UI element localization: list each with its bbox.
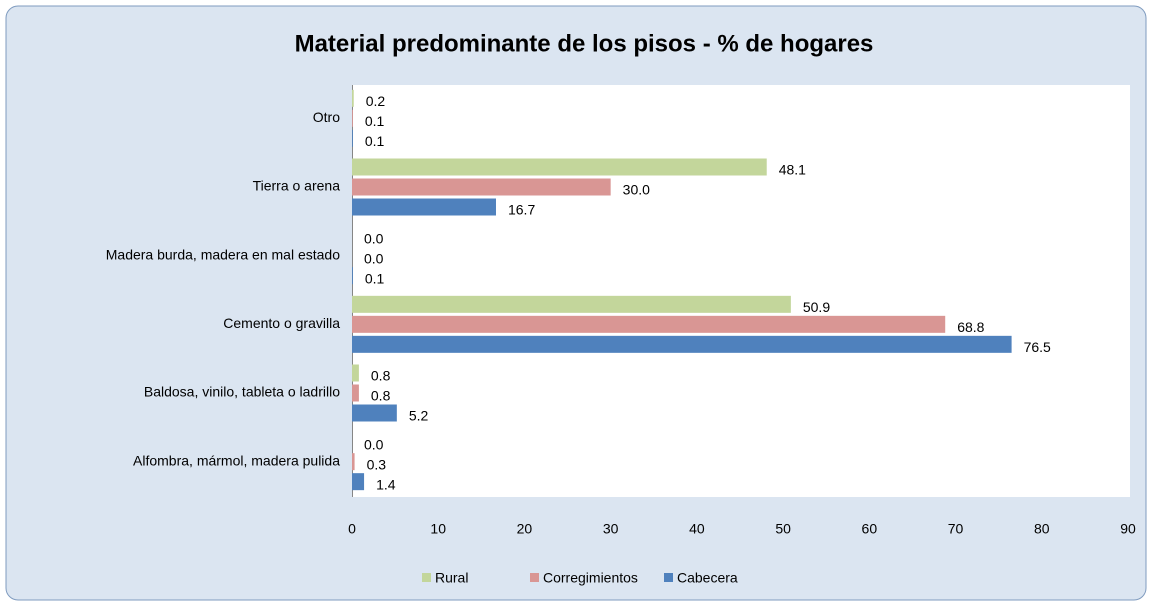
category-label: Tierra o arena [253,178,341,194]
bar [352,364,359,382]
data-label: 16.7 [508,202,535,218]
x-tick-label: 90 [1120,521,1136,537]
bar [352,335,1012,353]
category-label: Otro [313,109,340,125]
legend-swatch [664,573,673,582]
data-label: 0.8 [371,368,391,384]
bar [352,404,397,422]
data-label: 0.1 [365,270,385,286]
bar [352,89,354,107]
plot-area [352,85,1130,497]
data-label: 0.0 [364,250,384,266]
bar [352,178,611,196]
bar [352,109,353,127]
data-label: 68.8 [957,319,984,335]
bar [352,295,791,313]
x-tick-label: 0 [348,521,356,537]
x-tick-label: 10 [430,521,446,537]
x-tick-label: 70 [948,521,964,537]
legend-swatch [530,573,539,582]
legend-label: Corregimientos [543,570,638,586]
category-label: Madera burda, madera en mal estado [106,246,340,262]
data-label: 76.5 [1024,339,1051,355]
data-label: 0.2 [366,93,386,109]
legend-label: Rural [435,570,468,586]
data-label: 0.1 [365,133,385,149]
legend-swatch [422,573,431,582]
x-tick-label: 60 [862,521,878,537]
data-label: 5.2 [409,408,429,424]
x-tick-label: 30 [603,521,619,537]
data-label: 0.1 [365,113,385,129]
data-label: 1.4 [376,476,396,492]
data-label: 30.0 [623,182,650,198]
bar [352,453,355,471]
data-label: 0.3 [367,456,387,472]
bar [352,158,767,176]
category-label: Cemento o gravilla [223,315,340,331]
x-tick-label: 20 [517,521,533,537]
data-label: 0.0 [364,436,384,452]
chart-title: Material predominante de los pisos - % d… [295,30,874,57]
data-label: 0.0 [364,230,384,246]
data-label: 50.9 [803,299,830,315]
data-label: 0.8 [371,388,391,404]
x-tick-label: 80 [1034,521,1050,537]
bar [352,473,365,491]
x-tick-label: 50 [775,521,791,537]
bar [352,384,359,402]
bar [352,315,946,333]
bar [352,198,496,216]
x-tick-label: 40 [689,521,705,537]
legend-label: Cabecera [677,570,738,586]
category-label: Baldosa, vinilo, tableta o ladrillo [144,384,340,400]
bar [352,267,353,285]
bar [352,129,353,147]
data-label: 48.1 [779,162,806,178]
category-label: Alfombra, mármol, madera pulida [133,452,340,468]
